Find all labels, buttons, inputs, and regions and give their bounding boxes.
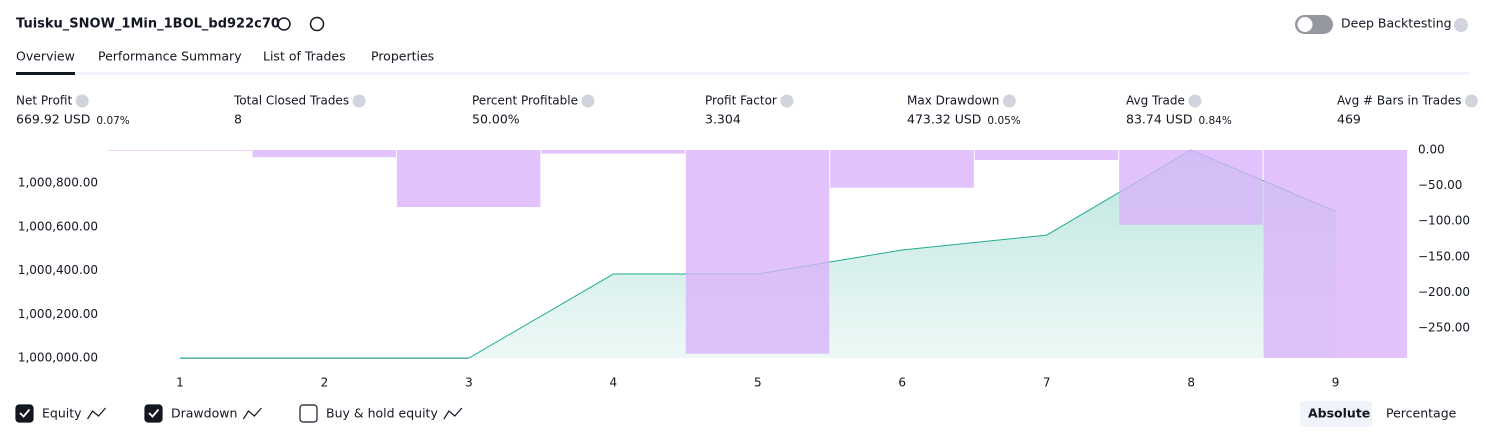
legend-icon [443, 407, 463, 420]
metric-value: 469 [1337, 112, 1361, 127]
metric-value: 50.00% [472, 112, 520, 127]
y-tick-label: 1,000,800.00 [18, 176, 98, 190]
legend-label: Drawdown [171, 406, 237, 421]
x-tick-label: 2 [321, 376, 329, 390]
metric-value: 3.304 [705, 112, 741, 127]
equity-area [180, 150, 1336, 358]
metric-percent: 0.84% [1198, 115, 1231, 127]
y-tick-label: 1,000,400.00 [18, 263, 98, 277]
help-icon[interactable] [1454, 18, 1468, 32]
metric-value: 669.92 USD [16, 112, 90, 127]
info-icon [581, 94, 595, 108]
y-tick-label: 1,000,000.00 [18, 351, 98, 365]
tab[interactable]: Performance Summary [98, 49, 242, 64]
x-tick-label: 3 [465, 376, 473, 390]
strategy-title: Tuisku_SNOW_1Min_1BOL_bd922c70 [16, 17, 280, 32]
metric-value: 83.74 USD [1126, 112, 1192, 127]
x-tick-label: 8 [1187, 376, 1195, 390]
legend-icon [242, 407, 262, 420]
legend-label: Buy & hold equity [326, 406, 438, 421]
y2-tick-label: −200.00 [1418, 285, 1470, 299]
drawdown-bar [830, 150, 974, 188]
x-tick-label: 1 [176, 376, 184, 390]
checkbox[interactable] [15, 404, 34, 423]
tab-underline [16, 72, 75, 75]
x-tick-label: 9 [1332, 376, 1340, 390]
settings-icon[interactable] [277, 17, 291, 31]
legend-icon [87, 407, 106, 420]
info-icon [352, 94, 366, 108]
check [148, 408, 160, 418]
deep-backtesting-label: Deep Backtesting [1341, 16, 1452, 31]
tab[interactable]: List of Trades [263, 49, 346, 64]
x-tick-label: 4 [610, 376, 618, 390]
drawdown-bar [1119, 150, 1263, 225]
drawdown-bar [974, 150, 1119, 160]
info-icon [780, 94, 794, 108]
source-icon[interactable] [309, 16, 325, 32]
y-tick-label: 1,000,200.00 [18, 307, 98, 321]
metric-value: 473.32 USD [907, 112, 981, 127]
tab[interactable]: Properties [371, 49, 434, 64]
metric-label: Percent Profitable [472, 94, 578, 108]
active-button-bg [1300, 401, 1372, 427]
drawdown-bar [1263, 150, 1408, 358]
drawdown-bar [396, 150, 541, 207]
metric-percent: 0.07% [96, 115, 129, 127]
y2-tick-label: −250.00 [1418, 321, 1470, 335]
info-icon [75, 94, 89, 108]
x-tick-label: 5 [754, 376, 762, 390]
drawdown-bar [685, 150, 830, 354]
metric-label: Net Profit [16, 94, 72, 108]
drawdown-bar [252, 150, 396, 158]
y2-tick-label: −100.00 [1418, 214, 1470, 228]
metric-percent: 0.05% [987, 115, 1020, 127]
check [19, 408, 31, 418]
x-tick-label: 7 [1043, 376, 1051, 390]
legend-label: Equity [42, 406, 82, 421]
checkbox[interactable] [299, 404, 318, 423]
drawdown-bar [108, 150, 252, 151]
info-icon [1002, 94, 1016, 108]
metric-label: Avg Trade [1126, 94, 1185, 108]
y2-tick-label: 0.00 [1418, 143, 1445, 157]
y-tick-label: 1,000,600.00 [18, 219, 98, 233]
metric-value: 8 [234, 112, 242, 127]
info-icon [1464, 94, 1478, 108]
y2-tick-label: −50.00 [1418, 178, 1462, 192]
x-tick-label: 6 [898, 376, 906, 390]
metric-label: Avg # Bars in Trades [1337, 94, 1461, 108]
toggle-knob [1297, 17, 1313, 32]
tab[interactable]: Overview [16, 49, 75, 64]
y2-tick-label: −150.00 [1418, 249, 1470, 263]
scale-button[interactable]: Percentage [1386, 406, 1457, 421]
checkbox[interactable] [144, 404, 163, 423]
metric-label: Max Drawdown [907, 94, 999, 108]
metric-label: Profit Factor [705, 94, 777, 108]
info-icon [1188, 94, 1202, 108]
metric-label: Total Closed Trades [233, 94, 349, 108]
scale-button[interactable]: Absolute [1308, 406, 1370, 421]
drawdown-bar [541, 150, 685, 154]
tab-rail [16, 72, 1469, 75]
